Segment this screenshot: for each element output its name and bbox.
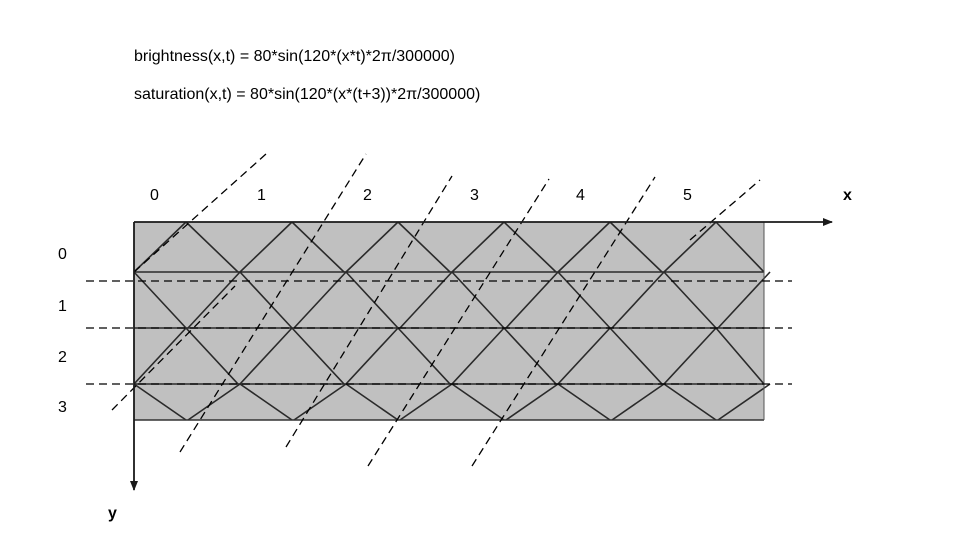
mesh-diagonal-line (239, 327, 293, 385)
y-axis-label: y (108, 505, 117, 522)
mesh-diagonal-line (505, 271, 559, 329)
mesh-diagonal-line (505, 383, 559, 421)
mesh-diagonal-line (187, 383, 241, 421)
mesh-diagonal-line (557, 221, 611, 273)
brightness-formula: brightness(x,t) = 80*sin(120*(x*t)*2π/30… (134, 48, 455, 65)
dashed-guides (86, 153, 792, 467)
y-tick-label: 1 (58, 298, 67, 315)
y-tick-labels: 0 1 2 3 (58, 246, 67, 416)
mesh-diagonal-line (503, 327, 557, 385)
mesh-diagonal-line (611, 383, 665, 421)
mesh-diagonal-line (293, 383, 347, 421)
mesh-diagonal-line (717, 383, 771, 421)
mesh-diagonal-line (663, 383, 717, 421)
mesh-diagonal-line (663, 221, 717, 273)
mesh-diagonal-line (663, 327, 717, 385)
mesh-diagonal-line (609, 327, 663, 385)
mesh-diagonal-line (609, 221, 663, 273)
saturation-formula: saturation(x,t) = 80*sin(120*(x*(t+3))*2… (134, 86, 481, 103)
mesh-diagonal-line (399, 383, 453, 421)
mesh-diagonal-line (133, 221, 187, 273)
dashed-diagonal-guide (367, 178, 550, 467)
mesh-diagonal-line (133, 383, 187, 421)
mesh-diagonal-line (397, 221, 451, 273)
mesh-diagonal-line (715, 221, 765, 273)
dashed-diagonal-guide (179, 153, 367, 453)
dashed-diagonal-guide (133, 153, 267, 273)
y-tick-label: 0 (58, 246, 67, 263)
mesh-diagonal-line (557, 383, 611, 421)
mesh-diagonal-line (239, 383, 293, 421)
mesh-diagonal-line (451, 327, 505, 385)
dashed-diagonal-guide (471, 176, 656, 467)
mesh-diagonal-line (717, 271, 771, 329)
x-tick-label: 0 (150, 187, 159, 204)
mesh-diagonal-line (133, 327, 187, 385)
mesh-diagonal-line (557, 327, 611, 385)
mesh-diagonal-line (185, 221, 239, 273)
mesh-diagonal-line (611, 271, 665, 329)
mesh-diagonal-line (397, 327, 451, 385)
dashed-diagonal-guide (689, 179, 761, 241)
mesh-diagonal-line (715, 327, 765, 385)
x-tick-label: 1 (257, 187, 266, 204)
dashed-diagonal-guide (111, 285, 236, 411)
x-tick-label: 5 (683, 187, 692, 204)
mesh-diagonal-line (185, 327, 239, 385)
mesh-diagonal-line (345, 327, 399, 385)
mesh-diagonal-line (291, 327, 345, 385)
mesh-diagonal-line (291, 221, 345, 273)
x-tick-labels: 0 1 2 3 4 5 (150, 187, 692, 204)
mesh-diagonal-line (503, 221, 557, 273)
mesh-diagonal-line (239, 221, 293, 273)
mesh-diagonal-line (345, 271, 399, 329)
shaded-strip (134, 222, 764, 420)
mesh-diagonal-line (557, 271, 611, 329)
mesh-diagonal-line (451, 383, 505, 421)
mesh-diagonal-line (451, 221, 505, 273)
mesh-diagonal-line (451, 271, 505, 329)
y-tick-label: 2 (58, 349, 67, 366)
x-axis-label: x (843, 187, 852, 204)
x-tick-label: 3 (470, 187, 479, 204)
x-tick-label: 2 (363, 187, 372, 204)
mesh-diagonal-line (345, 383, 399, 421)
y-tick-label: 3 (58, 399, 67, 416)
x-tick-label: 4 (576, 187, 585, 204)
mesh-diagonal-line (345, 221, 399, 273)
